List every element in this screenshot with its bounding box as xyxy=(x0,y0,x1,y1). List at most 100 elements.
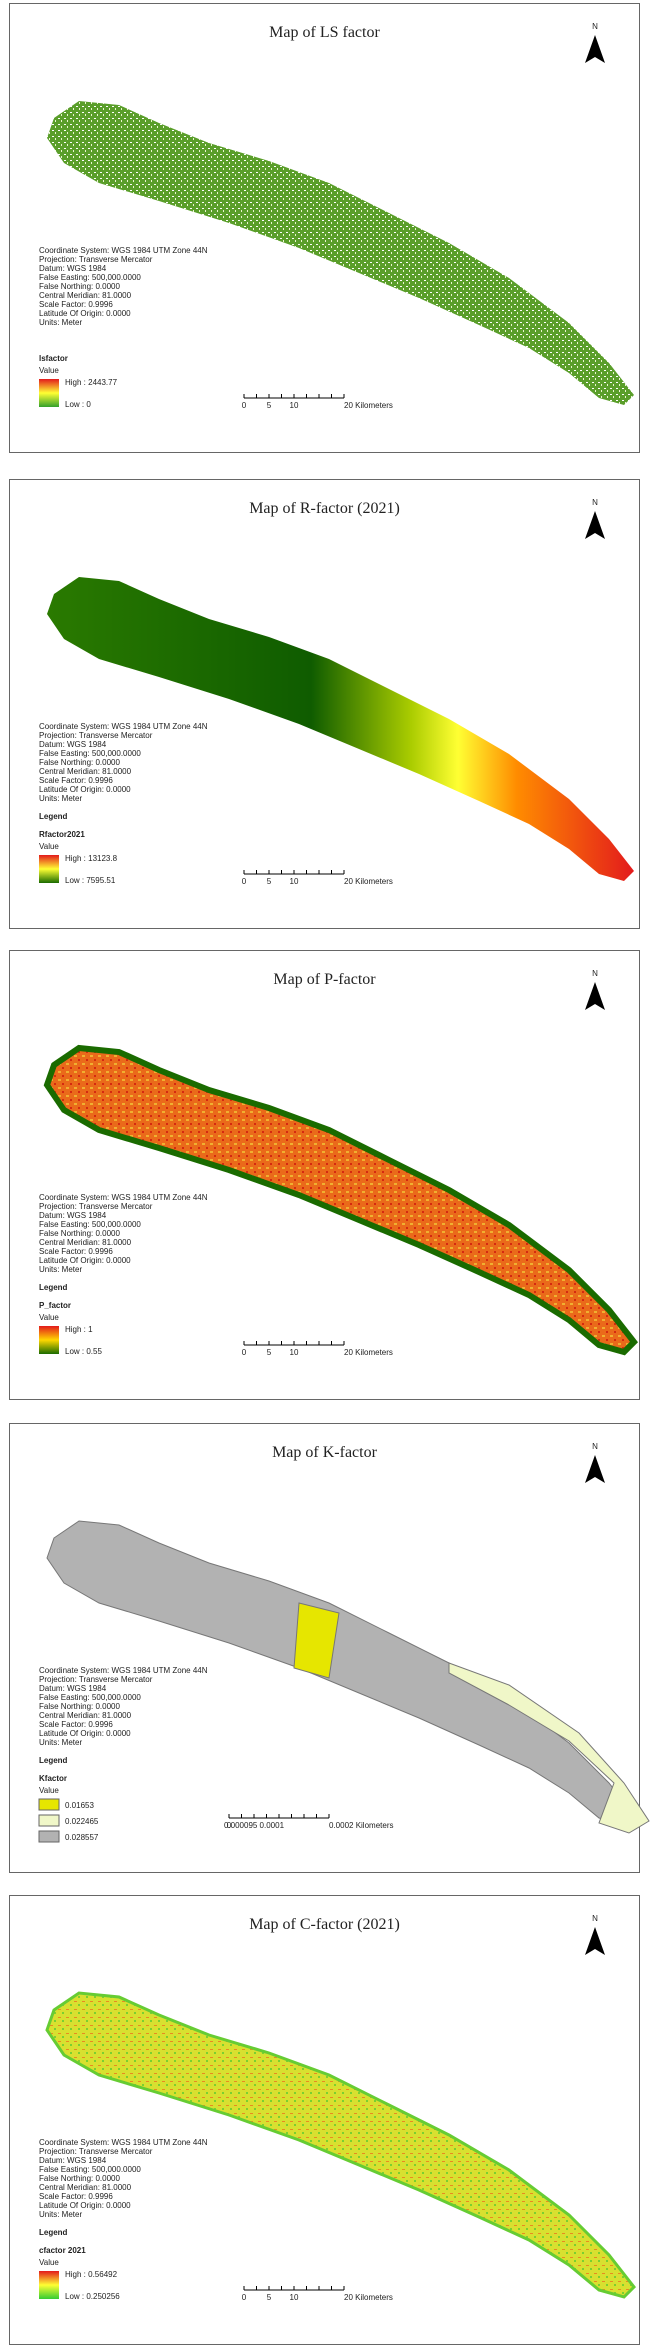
legend-swatch xyxy=(38,1830,60,1843)
study-area xyxy=(46,1520,650,1834)
coordinate-info: Datum: WGS 1984 xyxy=(39,2156,107,2165)
north-label: N xyxy=(592,22,598,31)
scale-label: 20 Kilometers xyxy=(344,2293,393,2302)
legend-high: High : 1 xyxy=(65,1325,93,1334)
coordinate-info: Latitude Of Origin: 0.0000 xyxy=(39,309,131,318)
scale-label: 0 xyxy=(227,1821,232,1830)
coordinate-info: Scale Factor: 0.9996 xyxy=(39,1720,113,1729)
scale-label: 20 Kilometers xyxy=(344,401,393,410)
map-title: Map of C-factor (2021) xyxy=(249,1916,400,1933)
coordinate-info: False Northing: 0.0000 xyxy=(39,1229,120,1238)
map-panel: Map of P-factor N Coordinate System: WGS 1… xyxy=(9,950,640,1400)
coordinate-info: Coordinate System: WGS 1984 UTM Zone 44N xyxy=(39,1666,208,1675)
coordinate-info: False Easting: 500,000.0000 xyxy=(39,273,141,282)
north-arrow xyxy=(585,1927,605,1955)
legend-low: Low : 7595.51 xyxy=(65,876,116,885)
scale-label: 5 xyxy=(267,2293,272,2302)
legend-ramp xyxy=(39,379,59,407)
legend-heading: Legend xyxy=(39,1756,68,1765)
legend-high: High : 0.56492 xyxy=(65,2270,118,2279)
coordinate-info: Coordinate System: WGS 1984 UTM Zone 44N xyxy=(39,246,208,255)
scale-label: 10 xyxy=(290,2293,299,2302)
coordinate-info: Central Meridian: 81.0000 xyxy=(39,2183,132,2192)
coordinate-info: False Easting: 500,000.0000 xyxy=(39,1693,141,1702)
coordinate-info: Coordinate System: WGS 1984 UTM Zone 44N xyxy=(39,2138,208,2147)
legend-heading: Legend xyxy=(39,1283,68,1292)
north-label: N xyxy=(592,969,598,978)
coordinate-info: Latitude Of Origin: 0.0000 xyxy=(39,785,131,794)
legend-ramp xyxy=(39,2271,59,2299)
legend-value-label: Value xyxy=(39,1313,59,1322)
coordinate-info: Units: Meter xyxy=(39,1265,82,1274)
coordinate-info: Datum: WGS 1984 xyxy=(39,1684,107,1693)
scale-label: 0 xyxy=(242,877,247,886)
legend-high: High : 13123.8 xyxy=(65,854,118,863)
coordinate-info: Coordinate System: WGS 1984 UTM Zone 44N xyxy=(39,1193,208,1202)
scale-label: 20 Kilometers xyxy=(344,1348,393,1357)
coordinate-info: Datum: WGS 1984 xyxy=(39,1211,107,1220)
coordinate-info: False Easting: 500,000.0000 xyxy=(39,749,141,758)
k-class-end xyxy=(448,1662,650,1834)
coordinate-info: False Northing: 0.0000 xyxy=(39,758,120,767)
scale-label: 0 xyxy=(242,2293,247,2302)
legend-value-label: Value xyxy=(39,1786,59,1795)
scale-label: 10 xyxy=(290,401,299,410)
coordinate-info: False Easting: 500,000.0000 xyxy=(39,2165,141,2174)
legend-low: Low : 0.55 xyxy=(65,1347,102,1356)
map-panel: Map of LS factor N Coordinate System: WGS … xyxy=(9,3,640,453)
map-title: Map of LS factor xyxy=(269,24,380,41)
coordinate-info: Projection: Transverse Mercator xyxy=(39,2147,153,2156)
legend-layer: Kfactor xyxy=(39,1774,67,1783)
coordinate-info: Projection: Transverse Mercator xyxy=(39,1675,153,1684)
panel-frame xyxy=(9,1895,640,2345)
coordinate-info: Units: Meter xyxy=(39,1738,82,1747)
scale-label: 5 xyxy=(267,1348,272,1357)
coordinate-info: False Northing: 0.0000 xyxy=(39,1702,120,1711)
scale-label: 10 xyxy=(290,1348,299,1357)
legend-class-label: 0.028557 xyxy=(65,1833,99,1842)
coordinate-info: Scale Factor: 0.9996 xyxy=(39,1247,113,1256)
coordinate-info: Coordinate System: WGS 1984 UTM Zone 44N xyxy=(39,722,208,731)
legend-layer: Rfactor2021 xyxy=(39,830,85,839)
legend-ramp xyxy=(39,855,59,883)
legend-layer: P_factor xyxy=(39,1301,71,1310)
coordinate-info: Projection: Transverse Mercator xyxy=(39,1202,153,1211)
map-panel: Map of C-factor (2021) N Coordinate System… xyxy=(9,1895,640,2345)
coordinate-info: Latitude Of Origin: 0.0000 xyxy=(39,1729,131,1738)
k-class-band xyxy=(293,1602,340,1679)
legend-swatch xyxy=(38,1798,60,1811)
coordinate-info: Scale Factor: 0.9996 xyxy=(39,2192,113,2201)
legend-layer: lsfactor xyxy=(39,354,68,363)
coordinate-info: False Easting: 500,000.0000 xyxy=(39,1220,141,1229)
scale-label: 0.000095 0.0001 xyxy=(224,1821,285,1830)
coordinate-info: Projection: Transverse Mercator xyxy=(39,255,153,264)
map-title: Map of R-factor (2021) xyxy=(249,500,400,517)
legend-heading: Legend xyxy=(39,812,68,821)
coordinate-info: Units: Meter xyxy=(39,2210,82,2219)
north-label: N xyxy=(592,1914,598,1923)
coordinate-info: Units: Meter xyxy=(39,794,82,803)
legend-low: Low : 0 xyxy=(65,400,91,409)
coordinate-info: Latitude Of Origin: 0.0000 xyxy=(39,2201,131,2210)
legend-ramp xyxy=(39,1326,59,1354)
map-title: Map of P-factor xyxy=(273,971,376,988)
north-label: N xyxy=(592,1442,598,1451)
legend-layer: cfactor 2021 xyxy=(39,2246,86,2255)
coordinate-info: Datum: WGS 1984 xyxy=(39,264,107,273)
legend-high: High : 2443.77 xyxy=(65,378,118,387)
coordinate-info: Central Meridian: 81.0000 xyxy=(39,1711,132,1720)
coordinate-info: Projection: Transverse Mercator xyxy=(39,731,153,740)
map-title: Map of K-factor xyxy=(272,1444,378,1461)
map-panel: Map of K-factor N Coordinate System: WGS 1… xyxy=(9,1423,650,1873)
scale-label: 5 xyxy=(267,401,272,410)
scale-label: 10 xyxy=(290,877,299,886)
coordinate-info: Central Meridian: 81.0000 xyxy=(39,1238,132,1247)
coordinate-info: Latitude Of Origin: 0.0000 xyxy=(39,1256,131,1265)
coordinate-info: Central Meridian: 81.0000 xyxy=(39,767,132,776)
north-arrow xyxy=(585,982,605,1010)
north-arrow xyxy=(585,35,605,63)
coordinate-info: False Northing: 0.0000 xyxy=(39,282,120,291)
map-panel: Map of R-factor (2021) N Coordinate System… xyxy=(9,479,640,929)
north-arrow xyxy=(585,511,605,539)
